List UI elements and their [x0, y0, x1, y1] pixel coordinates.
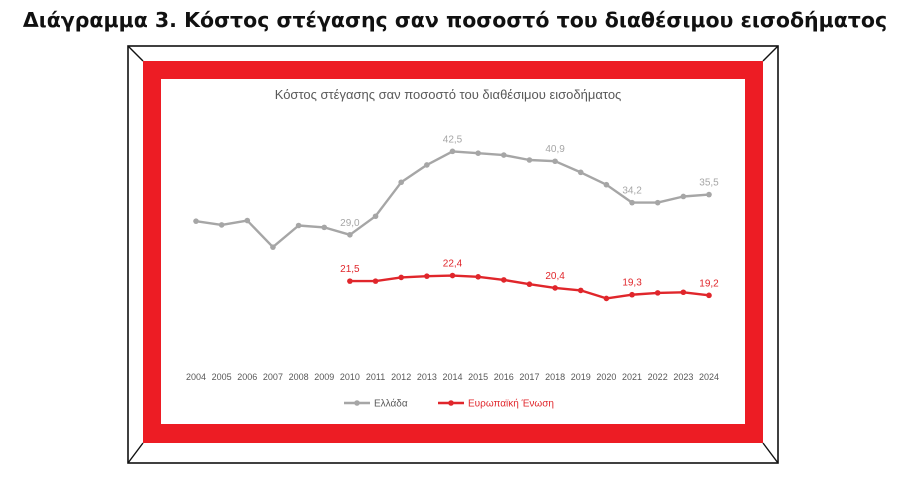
x-tick-label: 2015 [468, 372, 488, 382]
data-point [552, 158, 558, 165]
data-point [654, 290, 661, 296]
data-point [449, 148, 456, 155]
legend-item-eu: Ευρωπαϊκή Ένωση [438, 398, 554, 410]
data-point [526, 281, 533, 288]
data-point [475, 274, 481, 280]
data-label: 21,5 [340, 264, 360, 275]
data-label: 29,0 [340, 218, 360, 229]
x-tick-label: 2014 [442, 372, 462, 382]
page-heading: Διάγραμμα 3. Κόστος στέγασης σαν ποσοστό… [22, 8, 888, 32]
data-point [347, 231, 353, 238]
x-tick-label: 2011 [366, 372, 385, 382]
x-tick-label: 2005 [212, 372, 232, 382]
data-label: 20,4 [545, 271, 565, 282]
data-point [398, 179, 405, 186]
chart-title: Κόστος στέγασης σαν ποσοστό του διαθέσιμ… [275, 87, 622, 102]
x-tick-label: 2016 [494, 372, 514, 382]
data-label: 35,5 [699, 178, 719, 189]
data-point [372, 213, 379, 220]
data-point [706, 191, 712, 198]
x-tick-label: 2009 [314, 372, 334, 382]
data-point [501, 152, 507, 158]
x-tick-label: 2018 [545, 372, 565, 382]
data-point [244, 217, 251, 224]
data-point [424, 273, 430, 279]
frame-corner-line [127, 45, 144, 62]
x-tick-label: 2007 [263, 372, 283, 382]
legend-label: Ευρωπαϊκή Ένωση [468, 398, 554, 410]
data-point [603, 295, 610, 302]
x-axis: 2004 2005 2006 2007 2008 2009 2010 2011 2012 2013… [186, 372, 719, 382]
data-point [629, 199, 635, 206]
data-point [706, 292, 712, 299]
series-lines [193, 148, 712, 302]
data-label: 22,4 [443, 259, 463, 270]
data-point [321, 224, 328, 231]
data-point [449, 272, 456, 279]
legend: Ελλάδα Ευρωπαϊκή Ένωση [344, 398, 554, 410]
picture-frame [127, 45, 779, 464]
x-tick-label: 2024 [699, 372, 719, 382]
data-point [347, 278, 353, 284]
data-point [218, 222, 225, 228]
x-tick-label: 2023 [673, 372, 693, 382]
data-point [577, 287, 584, 294]
data-point [270, 244, 276, 250]
x-tick-label: 2020 [596, 372, 616, 382]
x-tick-label: 2013 [417, 372, 437, 382]
data-point [501, 277, 507, 283]
data-point [629, 291, 635, 298]
data-point [475, 150, 481, 157]
legend-marker [354, 400, 360, 406]
data-point [295, 222, 302, 229]
data-point [552, 285, 558, 291]
x-tick-label: 2004 [186, 372, 206, 382]
data-label: 40,9 [545, 144, 565, 155]
data-point [193, 218, 199, 224]
frame-corner-line [762, 45, 779, 62]
x-tick-label: 2017 [519, 372, 539, 382]
data-point [372, 278, 379, 284]
x-tick-label: 2010 [340, 372, 360, 382]
data-point [577, 169, 584, 176]
data-label: 34,2 [622, 186, 642, 197]
data-point [680, 289, 687, 296]
data-point [398, 274, 405, 281]
x-tick-label: 2012 [391, 372, 411, 382]
legend-label: Ελλάδα [374, 398, 408, 410]
data-labels: 29,0 42,5 40,9 34,2 35,5 21,5 22,4 20,4 19,3 19,2 [340, 134, 719, 289]
x-tick-label: 2006 [237, 372, 257, 382]
x-tick-label: 2021 [622, 372, 642, 382]
data-point [424, 162, 430, 168]
data-point [680, 193, 687, 200]
chart-panel [161, 79, 745, 424]
frame-corner-line [762, 442, 779, 464]
data-label: 42,5 [443, 134, 463, 145]
legend-item-greece: Ελλάδα [344, 398, 408, 410]
frame-corner-line [127, 442, 144, 464]
data-point [526, 157, 533, 163]
x-tick-label: 2008 [289, 372, 309, 382]
data-label: 19,3 [622, 278, 642, 289]
data-point [603, 181, 610, 188]
x-tick-label: 2019 [571, 372, 591, 382]
legend-marker [448, 400, 454, 406]
data-point [654, 199, 661, 206]
data-label: 19,2 [699, 278, 719, 289]
x-tick-label: 2022 [648, 372, 668, 382]
